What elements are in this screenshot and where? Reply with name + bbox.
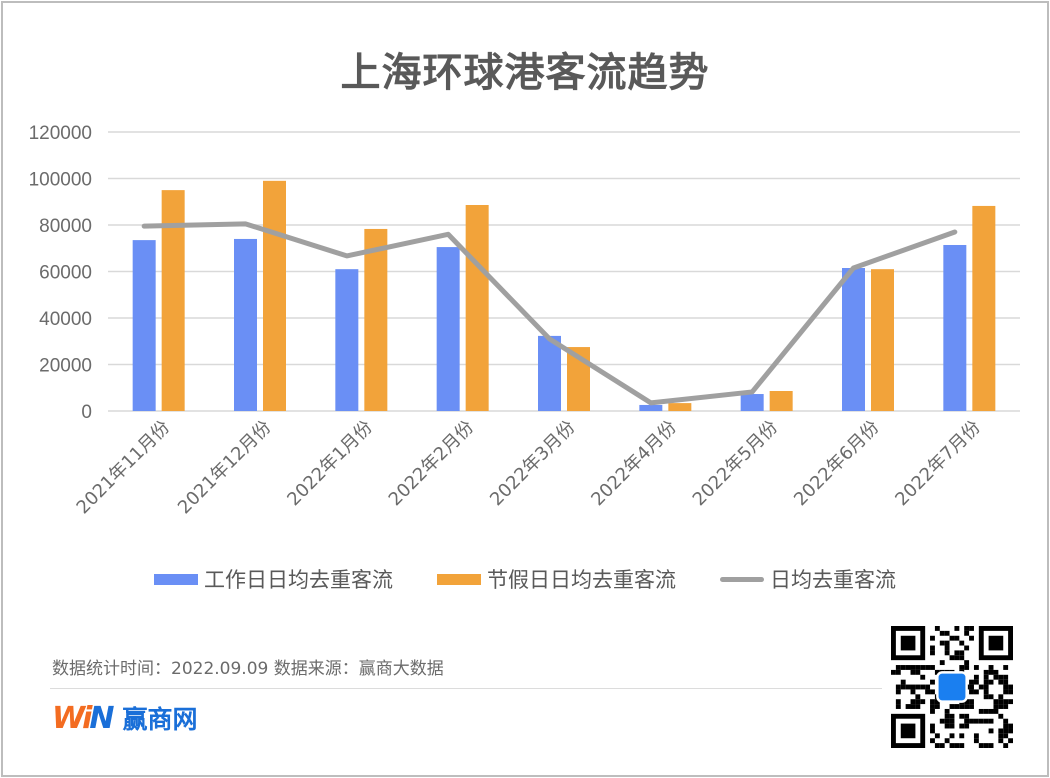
legend-label-holiday: 节假日日均去重客流 [487, 568, 676, 592]
x-tick-label: 2022年1月份 [283, 417, 377, 511]
x-tick-label: 2022年3月份 [486, 417, 580, 511]
x-tick-label: 2022年2月份 [385, 417, 479, 511]
y-tick-label: 80000 [39, 216, 92, 237]
qr-code-icon [891, 626, 1013, 748]
legend-label-daily: 日均去重客流 [770, 568, 896, 592]
y-tick-label: 60000 [39, 263, 92, 284]
legend-swatch-workday [154, 573, 198, 585]
bar-workday [943, 244, 967, 411]
legend-swatch-holiday [437, 573, 481, 585]
brand-logo: WiN 赢商网 [52, 700, 198, 736]
y-tick-label: 40000 [39, 309, 92, 330]
chart-legend: 工作日日均去重客流 节假日日均去重客流 日均去重客流 [0, 564, 1050, 594]
bar-workday [740, 394, 764, 411]
x-tick-label: 2022年5月份 [689, 417, 783, 511]
x-tick-label: 2022年7月份 [891, 417, 985, 511]
legend-label-workday: 工作日日均去重客流 [204, 568, 393, 592]
bar-holiday [972, 205, 996, 411]
bar-holiday [769, 391, 793, 411]
y-tick-label: 100000 [29, 170, 92, 191]
bar-workday [335, 269, 359, 411]
logo-text: 赢商网 [122, 705, 198, 734]
bar-workday [639, 404, 663, 411]
bar-holiday [668, 403, 692, 411]
x-tick-label: 2021年11月份 [73, 417, 175, 519]
logo-mark: WiN [52, 700, 115, 736]
bar-holiday [871, 269, 894, 411]
bar-holiday [364, 228, 388, 411]
bar-workday [538, 335, 561, 411]
y-tick-label: 120000 [29, 123, 92, 144]
data-source-note: 数据统计时间：2022.09.09 数据来源：赢商大数据 [52, 659, 444, 679]
chart-title: 上海环球港客流趋势 [340, 50, 710, 96]
bar-workday [842, 268, 865, 411]
y-tick-label: 20000 [39, 356, 92, 377]
legend-swatch-daily [720, 576, 764, 582]
footer-divider [50, 688, 882, 689]
legend-item-holiday: 节假日日均去重客流 [437, 564, 676, 594]
y-tick-label: 0 [81, 402, 92, 423]
bar-holiday [465, 205, 489, 411]
bar-workday [132, 240, 156, 411]
legend-item-daily: 日均去重客流 [720, 564, 896, 594]
x-tick-label: 2022年6月份 [790, 417, 884, 511]
bar-workday [436, 247, 460, 411]
legend-item-workday: 工作日日均去重客流 [154, 564, 393, 594]
bar-holiday [263, 180, 286, 411]
line-daily [141, 221, 958, 406]
x-tick-label: 2022年4月份 [587, 417, 681, 511]
bar-holiday [161, 190, 185, 411]
x-tick-label: 2021年12月份 [174, 417, 276, 519]
bar-workday [234, 238, 257, 411]
chart-plot-area: 0 20000 40000 60000 80000 100000 120000 2021年11… [29, 123, 1020, 519]
